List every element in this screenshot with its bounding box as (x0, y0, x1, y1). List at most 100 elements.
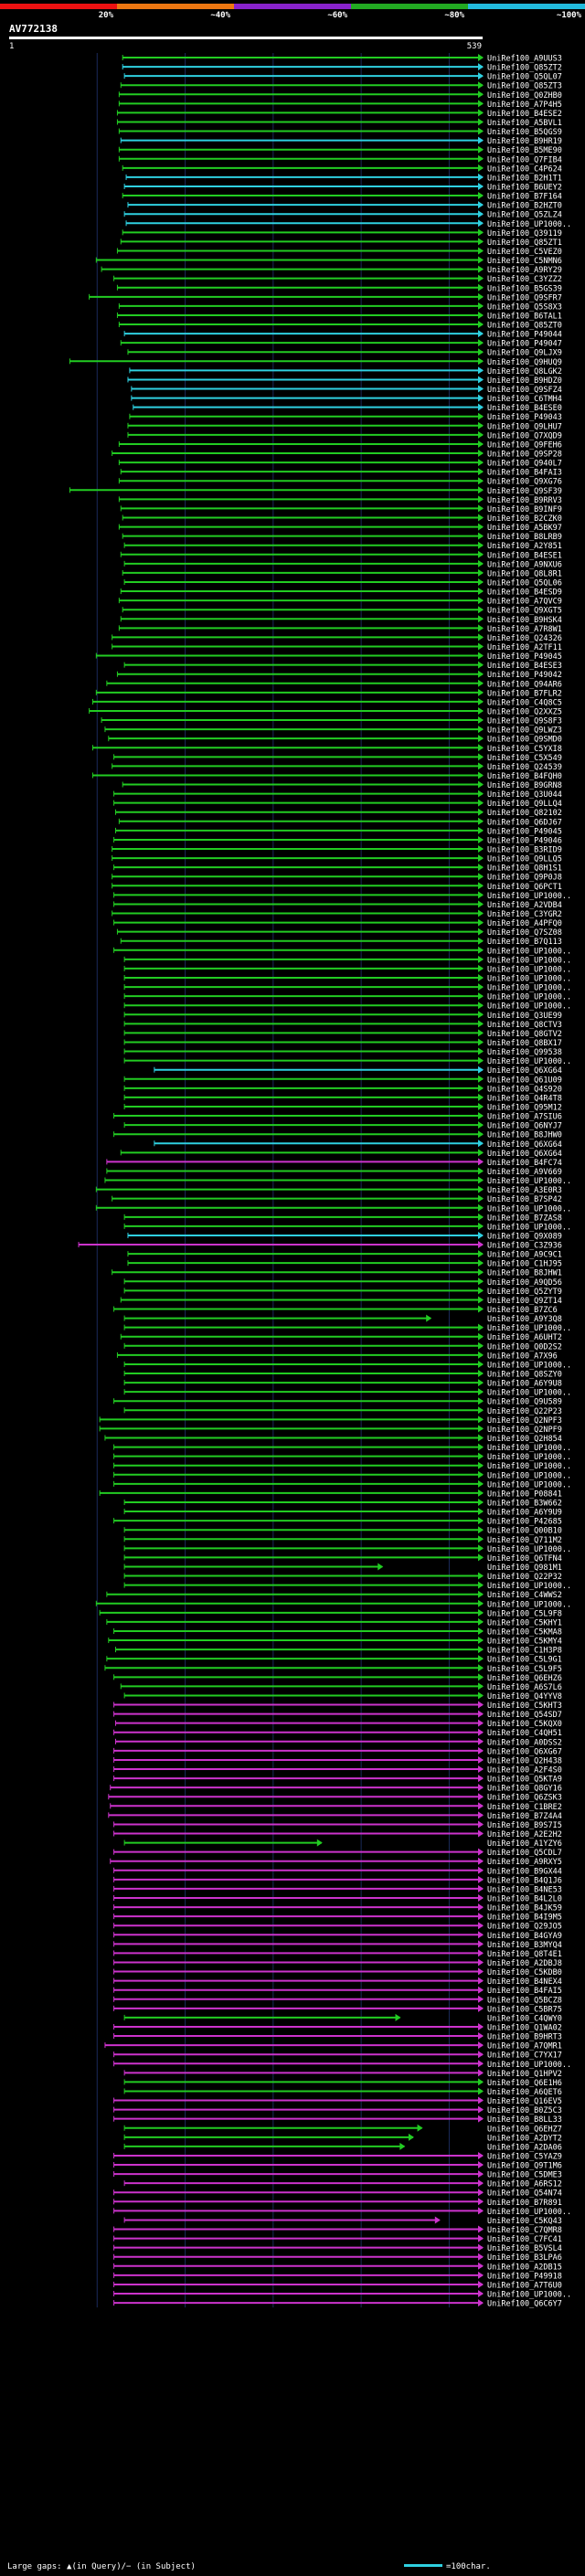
hit-label[interactable]: UniRef100_Q8GY16 (487, 1785, 562, 1794)
hit-label[interactable]: UniRef100_Q39119 (487, 229, 562, 239)
hit-label[interactable]: UniRef100_B9GRN8 (487, 781, 562, 790)
hit-label[interactable]: UniRef100_UP1000.. (487, 1444, 571, 1453)
hit-label[interactable]: UniRef100_UP1000.. (487, 1057, 571, 1066)
hit-label[interactable]: UniRef100_Q5S8X3 (487, 302, 562, 312)
hit-label[interactable]: UniRef100_B4FC74 (487, 1159, 562, 1168)
hit-label[interactable]: UniRef100_B9GX44 (487, 1867, 562, 1876)
hit-label[interactable]: UniRef100_C4WWS2 (487, 1591, 562, 1600)
hit-label[interactable]: UniRef100_UP1000.. (487, 2061, 571, 2070)
hit-label[interactable]: UniRef100_Q24539 (487, 763, 562, 772)
hit-label[interactable]: UniRef100_B4JK59 (487, 1904, 562, 1913)
hit-label[interactable]: UniRef100_Q6TFN4 (487, 1554, 562, 1564)
hit-label[interactable]: UniRef100_B3W662 (487, 1499, 562, 1508)
hit-label[interactable]: UniRef100_A7T6U0 (487, 2281, 562, 2290)
hit-label[interactable]: UniRef100_B8LRB9 (487, 533, 562, 542)
hit-label[interactable]: UniRef100_A2Y851 (487, 542, 562, 551)
hit-label[interactable]: UniRef100_Q2H854 (487, 1435, 562, 1444)
hit-label[interactable]: UniRef100_Q85ZT0 (487, 322, 562, 331)
hit-label[interactable]: UniRef100_Q7XQD9 (487, 431, 562, 440)
hit-label[interactable]: UniRef100_Q54SD7 (487, 1711, 562, 1720)
hit-label[interactable]: UniRef100_B4FAI3 (487, 469, 562, 478)
hit-label[interactable]: UniRef100_Q9LLQ5 (487, 855, 562, 864)
hit-label[interactable]: UniRef100_Q29JO5 (487, 1923, 562, 1932)
hit-label[interactable]: UniRef100_Q4R4T8 (487, 1094, 562, 1103)
hit-label[interactable]: UniRef100_A7X96 (487, 1352, 558, 1361)
hit-label[interactable]: UniRef100_B5VSL4 (487, 2244, 562, 2253)
hit-label[interactable]: UniRef100_C1HJ95 (487, 1260, 562, 1269)
hit-label[interactable]: UniRef100_B8JHW0 (487, 1131, 562, 1140)
hit-label[interactable]: UniRef100_Q0D2S2 (487, 1342, 562, 1352)
hit-label[interactable]: UniRef100_B3RID9 (487, 846, 562, 855)
hit-label[interactable]: UniRef100_A4PFQ0 (487, 919, 562, 928)
hit-label[interactable]: UniRef100_C5DME3 (487, 2171, 562, 2180)
hit-label[interactable]: UniRef100_UP1000.. (487, 1545, 571, 1554)
hit-label[interactable]: UniRef100_Q6EHZ6 (487, 1674, 562, 1683)
hit-label[interactable]: UniRef100_C5X549 (487, 754, 562, 763)
hit-label[interactable]: UniRef100_B4GYA9 (487, 1932, 562, 1941)
hit-label[interactable]: UniRef100_A6UHT2 (487, 1333, 562, 1342)
hit-label[interactable]: UniRef100_C4QH51 (487, 1729, 562, 1738)
hit-label[interactable]: UniRef100_UP1000.. (487, 1582, 571, 1591)
hit-label[interactable]: UniRef100_A6QET6 (487, 2088, 562, 2097)
hit-label[interactable]: UniRef100_Q6NYJ7 (487, 1122, 562, 1131)
hit-label[interactable]: UniRef100_P49043 (487, 413, 562, 422)
hit-label[interactable]: UniRef100_C4Q8C5 (487, 698, 562, 707)
hit-label[interactable]: UniRef100_B5ME90 (487, 146, 562, 155)
hit-label[interactable]: UniRef100_P49045 (487, 827, 562, 836)
hit-label[interactable]: UniRef100_Q9FEH6 (487, 440, 562, 450)
hit-label[interactable]: UniRef100_A2DB15 (487, 2263, 562, 2272)
hit-label[interactable]: UniRef100_Q8LGK2 (487, 367, 562, 376)
hit-label[interactable]: UniRef100_Q5CDL7 (487, 1849, 562, 1858)
hit-label[interactable]: UniRef100_A5BK97 (487, 524, 562, 533)
hit-label[interactable]: UniRef100_C1H3P8 (487, 1647, 562, 1656)
hit-label[interactable]: UniRef100_Q8SZY0 (487, 1371, 562, 1380)
hit-label[interactable]: UniRef100_P42685 (487, 1518, 562, 1527)
hit-label[interactable]: UniRef100_C5L9F8 (487, 1609, 562, 1618)
hit-label[interactable]: UniRef100_Q7SZ08 (487, 928, 562, 938)
hit-label[interactable]: UniRef100_Q9T1M6 (487, 2162, 562, 2171)
hit-label[interactable]: UniRef100_B9HSK4 (487, 616, 562, 625)
hit-label[interactable]: UniRef100_Q6XG64 (487, 1150, 562, 1159)
hit-label[interactable]: UniRef100_Q5KTA9 (487, 1776, 562, 1785)
hit-label[interactable]: UniRef100_P49044 (487, 331, 562, 340)
hit-label[interactable]: UniRef100_A1YZY6 (487, 1839, 562, 1849)
hit-label[interactable]: UniRef100_A9UUS3 (487, 55, 562, 64)
hit-label[interactable]: UniRef100_A2DA06 (487, 2143, 562, 2152)
hit-label[interactable]: UniRef100_C5KDB0 (487, 1968, 562, 1977)
hit-label[interactable]: UniRef100_Q94AR6 (487, 680, 562, 689)
hit-label[interactable]: UniRef100_A9Y3Q8 (487, 1315, 562, 1324)
hit-label[interactable]: UniRef100_P49918 (487, 2272, 562, 2281)
hit-label[interactable]: UniRef100_A2DYT2 (487, 2134, 562, 2143)
hit-label[interactable]: UniRef100_A9RXY5 (487, 1858, 562, 1867)
hit-label[interactable]: UniRef100_C4QWY0 (487, 2014, 562, 2023)
hit-label[interactable]: UniRef100_B7Q113 (487, 938, 562, 947)
hit-label[interactable]: UniRef100_Q9HUQ9 (487, 358, 562, 367)
hit-label[interactable]: UniRef100_Q9SFR7 (487, 293, 562, 302)
hit-label[interactable]: UniRef100_Q99538 (487, 1048, 562, 1057)
hit-label[interactable]: UniRef100_C5YAZ9 (487, 2152, 562, 2161)
hit-label[interactable]: UniRef100_C3YZZ2 (487, 275, 562, 284)
hit-label[interactable]: UniRef100_UP1000.. (487, 1223, 571, 1232)
hit-label[interactable]: UniRef100_B6TAL1 (487, 312, 562, 321)
hit-label[interactable]: UniRef100_B2CZK0 (487, 514, 562, 524)
hit-label[interactable]: UniRef100_UP1000.. (487, 1462, 571, 1471)
hit-label[interactable]: UniRef100_Q7FIB4 (487, 155, 562, 164)
hit-label[interactable]: UniRef100_Q4YYV8 (487, 1692, 562, 1701)
hit-label[interactable]: UniRef100_B4ESE1 (487, 551, 562, 560)
hit-label[interactable]: UniRef100_A9NXU6 (487, 560, 562, 569)
hit-label[interactable]: UniRef100_B3LPA6 (487, 2253, 562, 2263)
hit-label[interactable]: UniRef100_Q9U589 (487, 1398, 562, 1407)
hit-label[interactable]: UniRef100_C5NMN6 (487, 257, 562, 266)
hit-label[interactable]: UniRef100_B4ESE3 (487, 662, 562, 671)
hit-label[interactable]: UniRef100_Q2XXZ5 (487, 707, 562, 716)
hit-label[interactable]: UniRef100_B9S7I5 (487, 1821, 562, 1830)
hit-label[interactable]: UniRef100_P49047 (487, 340, 562, 349)
hit-label[interactable]: UniRef100_B5GS39 (487, 284, 562, 293)
hit-label[interactable]: UniRef100_A7QVC9 (487, 598, 562, 607)
hit-label[interactable]: UniRef100_Q9SP28 (487, 451, 562, 460)
hit-label[interactable]: UniRef100_Q9LHU7 (487, 422, 562, 431)
hit-label[interactable]: UniRef100_Q6ZSK3 (487, 1794, 562, 1803)
hit-label[interactable]: UniRef100_A3E0R3 (487, 1186, 562, 1195)
hit-label[interactable]: UniRef100_C5VEZ0 (487, 248, 562, 257)
hit-label[interactable]: UniRef100_Q3U044 (487, 790, 562, 800)
